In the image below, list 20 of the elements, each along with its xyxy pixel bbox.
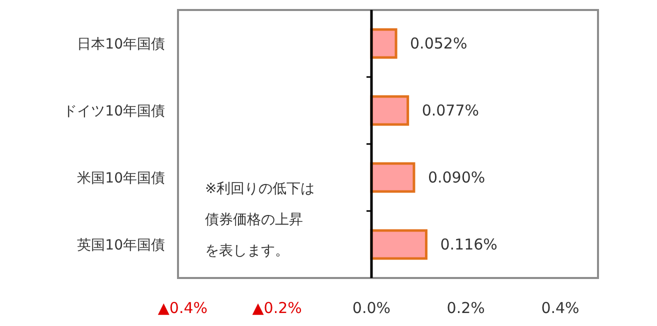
y-tick-label: 英国10年国債 [77,238,165,254]
bar [370,28,398,59]
bar [370,162,416,193]
x-tick-label: ▲0.2% [252,299,302,317]
x-tick-label: 0.0% [352,299,391,317]
y-tick-label: 日本10年国債 [77,36,165,52]
x-tick-label: 0.4% [541,299,580,317]
data-label: 0.090% [428,168,486,186]
bar [370,95,410,126]
bar [370,229,428,260]
data-label: 0.052% [410,34,468,52]
x-tick-label: ▲0.4% [158,299,208,317]
y-tick-label: 米国10年国債 [77,170,165,186]
annotation: を表します。 [205,243,289,259]
y-tick-label: ドイツ10年国債 [63,104,165,120]
x-tick-label: 0.2% [446,299,485,317]
annotation: 債券価格の上昇 [205,212,303,228]
data-label: 0.077% [422,102,480,120]
annotation: ※利回りの低下は [205,181,315,197]
data-label: 0.116% [440,236,498,254]
